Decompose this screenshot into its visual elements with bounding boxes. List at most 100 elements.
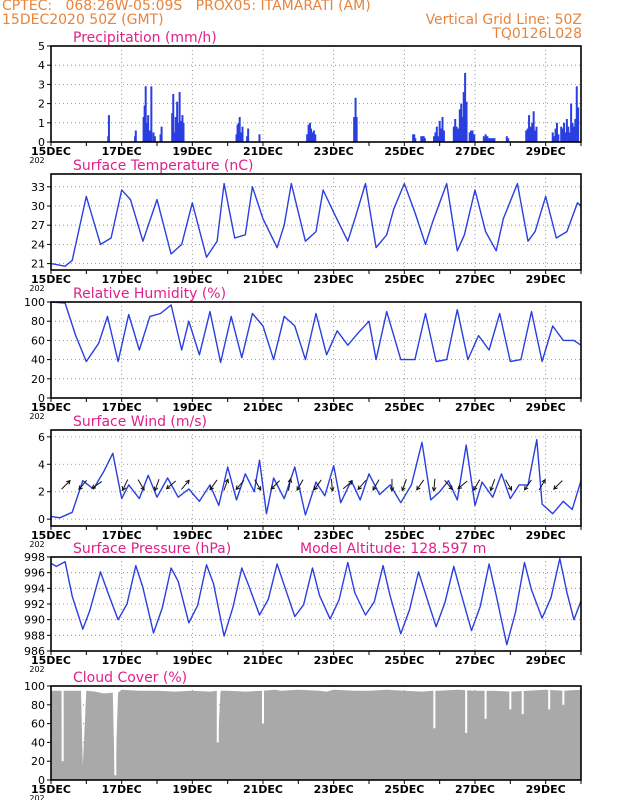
wind-arrow-shaft xyxy=(235,479,245,490)
wind-arrow-head xyxy=(313,485,319,491)
precip-bar xyxy=(457,128,460,142)
wind-arrow-head xyxy=(66,479,71,485)
x-tick-label: 27DEC xyxy=(455,654,495,667)
precip-bar xyxy=(142,117,145,142)
wind-arrow-head xyxy=(296,486,301,491)
wind-arrow-head xyxy=(185,479,190,485)
precip-bar xyxy=(246,136,249,142)
wind-direction-arrow xyxy=(523,479,532,491)
wind-direction-arrow xyxy=(389,478,395,492)
cloud-dip xyxy=(262,686,264,724)
precip-bar xyxy=(564,132,567,142)
x-tick-label: 21DEC xyxy=(243,654,283,667)
wind-direction-arrow xyxy=(357,479,367,491)
x-tick-label: 23DEC xyxy=(314,783,354,796)
wind-direction-arrow xyxy=(153,479,160,492)
precip-bar xyxy=(452,126,455,142)
y-tick-label: 21 xyxy=(31,258,45,271)
precip-bar xyxy=(355,117,358,142)
precip-bar xyxy=(535,126,538,142)
wind-arrow-head xyxy=(448,485,454,491)
x-tick-label: 15DEC xyxy=(31,401,71,414)
panel-wind: 0 2 4 6 15DEC 17DEC 19DEC 21DEC 23DEC 25DEC 27DEC 2… xyxy=(29,414,582,549)
precip-bar xyxy=(307,124,310,142)
x-tick-label: 25DEC xyxy=(384,145,424,158)
precip-bar xyxy=(561,128,564,142)
x-tick-label: 27DEC xyxy=(455,145,495,158)
x-tick-label: 15DEC xyxy=(31,273,71,286)
precip-bar xyxy=(310,128,313,142)
x-year-label: 202 xyxy=(29,665,44,674)
wind-arrow-head xyxy=(348,480,354,485)
y-tick-label: 5 xyxy=(38,40,45,53)
header-date-line: 15DEC2020 50Z (GMT) xyxy=(2,12,164,28)
x-tick-label: 19DEC xyxy=(172,783,212,796)
x-tick-label: 15DEC xyxy=(31,529,71,542)
y-tick-label: 80 xyxy=(31,699,45,712)
wind-arrow-shaft xyxy=(313,479,322,491)
precip-bar xyxy=(180,120,183,142)
wind-direction-arrow xyxy=(372,479,380,491)
y-tick-label: 80 xyxy=(31,315,45,328)
precip-bar xyxy=(528,115,531,142)
x-year-label: 202 xyxy=(29,540,44,549)
pressure-series-line xyxy=(50,557,582,646)
precip-bar xyxy=(172,94,175,142)
wind-arrow-head xyxy=(224,478,230,484)
cloud-dip xyxy=(216,686,219,743)
precip-bar xyxy=(160,126,163,142)
y-tick-label: 100 xyxy=(24,680,45,693)
precip-bar xyxy=(572,126,575,142)
x-tick-label: 23DEC xyxy=(314,529,354,542)
wind-arrow-head xyxy=(153,486,159,492)
precip-bar xyxy=(553,136,556,142)
y-tick-label: 20 xyxy=(31,755,45,768)
wind-arrow-head xyxy=(287,477,293,483)
wind-arrow-shaft xyxy=(505,479,512,491)
x-year-label: 202 xyxy=(29,284,44,293)
y-tick-label: 27 xyxy=(31,219,45,232)
precip-bar xyxy=(178,92,181,142)
temp-series-line xyxy=(50,182,582,267)
wind-arrow-shaft xyxy=(538,479,546,491)
precip-bar xyxy=(146,122,149,142)
precip-bar xyxy=(458,109,461,142)
wind-arrow-shaft xyxy=(154,479,160,491)
wind-direction-arrow xyxy=(165,480,177,490)
wind-direction-arrow xyxy=(296,479,304,491)
precip-bar xyxy=(422,136,425,142)
precip-bar xyxy=(237,122,240,142)
cloud-dip xyxy=(433,686,436,729)
precip-bar xyxy=(434,132,437,142)
precip-bar xyxy=(471,130,474,142)
x-tick-label: 21DEC xyxy=(243,783,283,796)
panel-temp: 21 24 27 30 33 15DEC 17DEC 19DEC 21DEC 23DEC 25DEC… xyxy=(29,158,582,293)
precip-bar xyxy=(107,115,110,142)
header-station-line: CPTEC: 068:26W-05:09S PROX05: ITAMARATI … xyxy=(2,0,371,14)
wind-arrow-shaft xyxy=(457,480,468,490)
x-tick-label: 27DEC xyxy=(455,401,495,414)
wind-direction-arrow xyxy=(457,480,468,490)
precip-bar xyxy=(473,134,476,142)
x-tick-label: 19DEC xyxy=(172,654,212,667)
x-tick-label: 21DEC xyxy=(243,401,283,414)
wind-direction-arrow xyxy=(538,478,546,491)
x-year-label: 202 xyxy=(29,412,44,421)
wind-arrow-head xyxy=(523,485,529,491)
y-tick-label: 20 xyxy=(31,373,45,386)
precip-bar xyxy=(574,118,577,142)
precip-bar xyxy=(240,132,243,142)
panel-title: Precipitation (mm/h) xyxy=(73,30,217,46)
wind-arrow-shaft xyxy=(372,479,380,491)
wind-arrow-shaft xyxy=(166,480,177,490)
wind-arrow-shaft xyxy=(137,479,145,491)
precip-bar xyxy=(563,122,566,142)
precip-bar xyxy=(488,138,491,142)
x-tick-label: 25DEC xyxy=(384,654,424,667)
precip-bar xyxy=(461,117,464,142)
wind-arrow-shaft xyxy=(553,480,563,490)
wind-arrow-head xyxy=(553,485,558,490)
cloud-dip xyxy=(509,686,512,710)
precip-bar xyxy=(354,97,357,142)
precip-bar xyxy=(532,111,535,142)
